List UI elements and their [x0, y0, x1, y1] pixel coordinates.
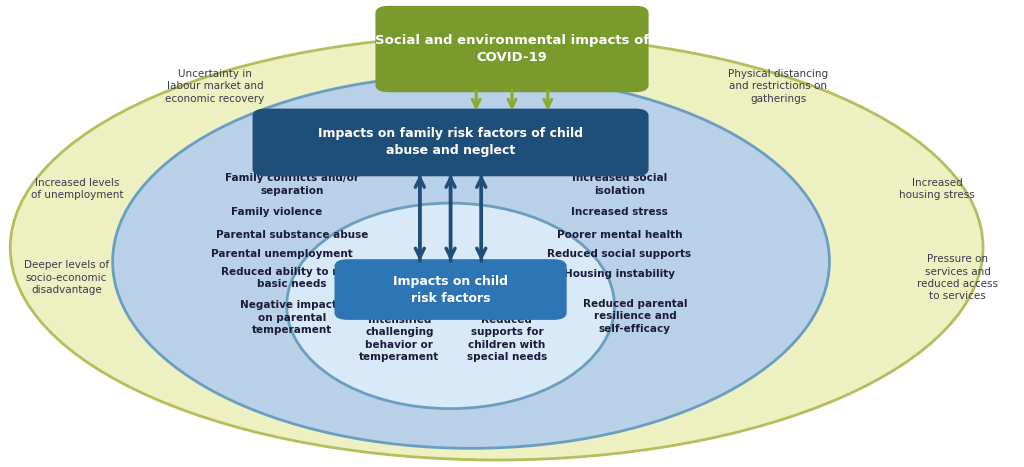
Text: Increased stress: Increased stress: [571, 207, 668, 218]
Ellipse shape: [287, 203, 614, 409]
Text: Physical distancing
and restrictions on
gatherings: Physical distancing and restrictions on …: [728, 69, 828, 104]
Ellipse shape: [10, 35, 983, 460]
Text: Uncertainty in
labour market and
economic recovery: Uncertainty in labour market and economi…: [166, 69, 264, 104]
Text: Parental substance abuse: Parental substance abuse: [216, 230, 368, 240]
Text: Increased
housing stress: Increased housing stress: [899, 178, 975, 200]
Text: Reduced ability to meet
basic needs: Reduced ability to meet basic needs: [221, 267, 362, 289]
Text: Housing instability: Housing instability: [564, 269, 675, 279]
Text: Intensified
challenging
behavior or
temperament: Intensified challenging behavior or temp…: [359, 315, 439, 362]
Text: Social and environmental impacts of
COVID-19: Social and environmental impacts of COVI…: [375, 34, 649, 64]
Text: Increased levels
of unemployment: Increased levels of unemployment: [31, 178, 123, 200]
FancyBboxPatch shape: [377, 7, 647, 91]
Text: Family conflicts and/or
separation: Family conflicts and/or separation: [225, 173, 358, 196]
Text: Reduced
supports for
children with
special needs: Reduced supports for children with speci…: [467, 315, 547, 362]
Text: Reduced social supports: Reduced social supports: [548, 249, 691, 259]
Text: Parental unemployment: Parental unemployment: [211, 249, 352, 259]
Text: Impacts on family risk factors of child
abuse and neglect: Impacts on family risk factors of child …: [318, 127, 583, 157]
FancyBboxPatch shape: [254, 110, 647, 175]
Text: Reduced parental
resilience and
self-efficacy: Reduced parental resilience and self-eff…: [583, 299, 687, 333]
Text: Poorer mental health: Poorer mental health: [557, 230, 682, 240]
Text: Family violence: Family violence: [230, 207, 323, 218]
FancyBboxPatch shape: [336, 261, 565, 318]
Text: Pressure on
services and
reduced access
to services: Pressure on services and reduced access …: [916, 254, 998, 302]
Text: Impacts on child
risk factors: Impacts on child risk factors: [393, 275, 508, 304]
Text: Increased social
isolation: Increased social isolation: [571, 173, 668, 196]
Text: Deeper levels of
socio-economic
disadvantage: Deeper levels of socio-economic disadvan…: [24, 261, 110, 295]
Text: Negative impacts
on parental
temperament: Negative impacts on parental temperament: [241, 300, 343, 335]
Ellipse shape: [113, 75, 829, 448]
